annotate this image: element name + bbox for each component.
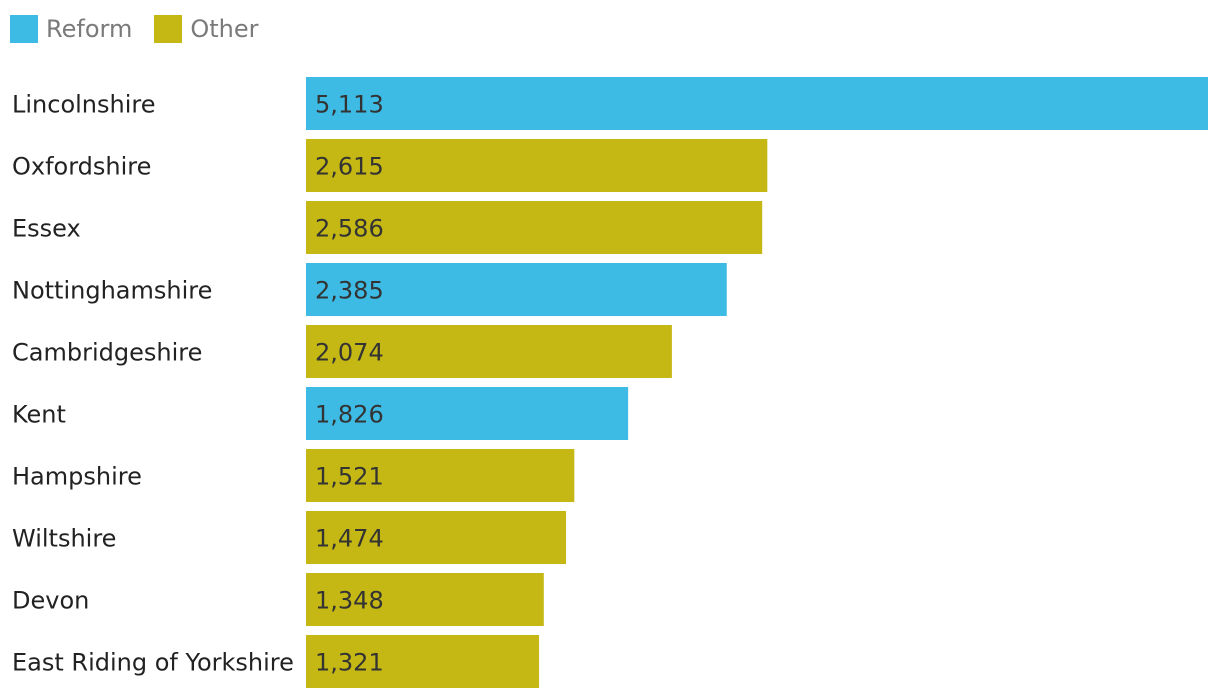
- value-label-cambridgeshire: 2,074: [315, 339, 384, 367]
- category-label-devon: Devon: [12, 587, 89, 615]
- category-label-essex: Essex: [12, 215, 81, 243]
- legend: Reform Other: [10, 14, 280, 43]
- category-label-oxfordshire: Oxfordshire: [12, 153, 151, 181]
- bar-oxfordshire: [306, 139, 768, 192]
- category-label-nottinghamshire: Nottinghamshire: [12, 277, 212, 305]
- value-label-nottinghamshire: 2,385: [315, 277, 384, 305]
- bar-essex: [306, 201, 763, 254]
- category-label-cambridgeshire: Cambridgeshire: [12, 339, 202, 367]
- category-label-wiltshire: Wiltshire: [12, 525, 116, 553]
- category-label-kent: Kent: [12, 401, 66, 429]
- value-label-hampshire: 1,521: [315, 463, 384, 491]
- value-label-oxfordshire: 2,615: [315, 153, 384, 181]
- value-label-devon: 1,348: [315, 587, 384, 615]
- legend-swatch-reform: [10, 14, 38, 43]
- category-label-hampshire: Hampshire: [12, 463, 142, 491]
- value-label-essex: 2,586: [315, 215, 384, 243]
- bar-hampshire: [306, 449, 575, 502]
- value-label-wiltshire: 1,474: [315, 525, 384, 553]
- legend-swatch-other: [154, 14, 183, 43]
- category-label-lincolnshire: Lincolnshire: [12, 91, 156, 119]
- value-label-lincolnshire: 5,113: [315, 91, 384, 119]
- bar-wiltshire: [306, 511, 567, 564]
- legend-label-reform: Reform: [46, 14, 133, 43]
- category-label-east-riding-of-yorkshire: East Riding of Yorkshire: [12, 649, 294, 677]
- bar-lincolnshire: [306, 77, 1208, 130]
- legend-item-reform: Reform: [10, 14, 133, 43]
- value-label-kent: 1,826: [315, 401, 384, 429]
- bar-kent: [306, 387, 629, 440]
- legend-label-other: Other: [190, 14, 259, 43]
- value-label-east-riding-of-yorkshire: 1,321: [315, 649, 384, 677]
- bar-east-riding-of-yorkshire: [306, 635, 540, 688]
- bar-devon: [306, 573, 544, 626]
- bar-cambridgeshire: [306, 325, 672, 378]
- bar-nottinghamshire: [306, 263, 727, 316]
- legend-item-other: Other: [154, 14, 259, 43]
